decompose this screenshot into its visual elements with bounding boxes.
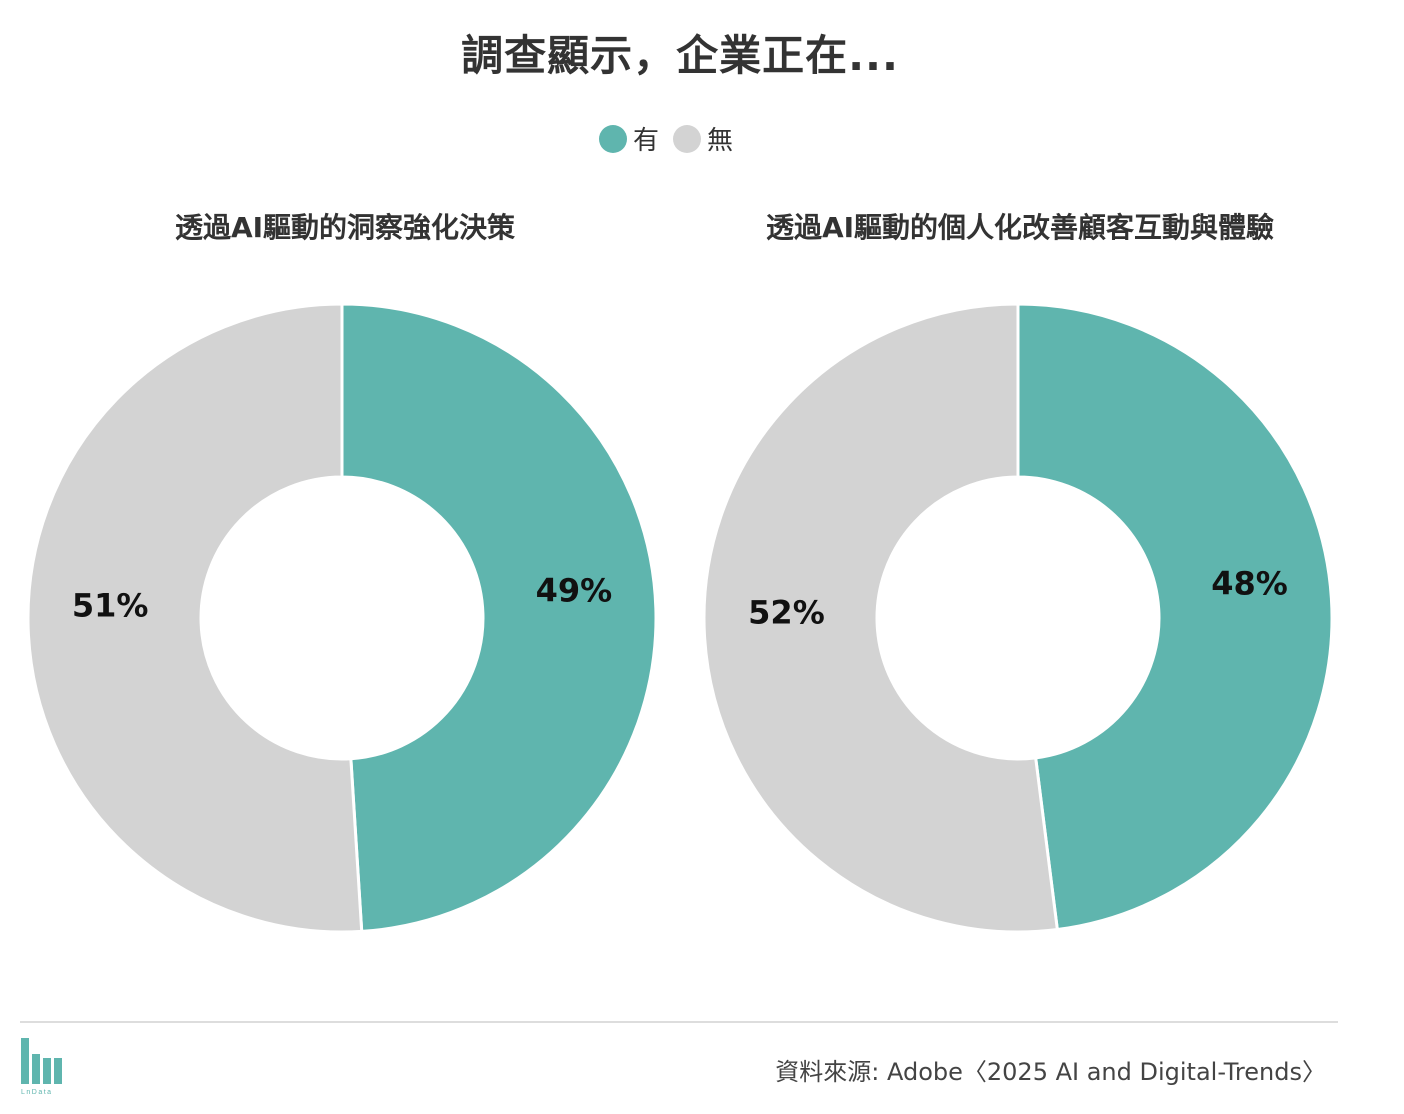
source-note: 資料來源: Adobe〈2025 AI and Digital-Trends〉 [775, 1058, 1326, 1086]
legend-item-yes[interactable]: 有 [598, 120, 659, 157]
donut-label-decision-yes: 49% [536, 572, 613, 610]
chart-title-decision: 透過AI驅動的洞察強化決策 [174, 211, 516, 244]
legend-swatch-yes [598, 124, 627, 153]
page-title: 調查顯示，企業正在... [461, 31, 899, 80]
bar-logo-icon: LnData [21, 1038, 62, 1096]
legend-label-no: 無 [707, 126, 734, 156]
legend-swatch-no [673, 124, 701, 153]
donut-label-decision-no: 51% [72, 586, 149, 624]
legend: 有 無 [0, 120, 1332, 157]
donut-label-personalization-no: 52% [748, 594, 825, 632]
footer-divider [20, 1021, 1338, 1023]
donut-charts: 49% 51% 48% 52% [26, 302, 1334, 934]
legend-label-yes: 有 [632, 126, 659, 156]
donut-slice-personalization-no[interactable] [702, 302, 1060, 934]
donut-slice-decision-yes[interactable] [340, 302, 658, 933]
donut-label-personalization-yes: 48% [1211, 564, 1288, 602]
donut-slice-decision-no[interactable] [26, 302, 364, 934]
chart-title-personalization: 透過AI驅動的個人化改善顧客互動與體驗 [765, 211, 1275, 244]
donut-slice-personalization-yes[interactable] [1016, 302, 1334, 932]
logo-text: LnData [21, 1089, 53, 1096]
legend-item-no[interactable]: 無 [673, 120, 733, 157]
